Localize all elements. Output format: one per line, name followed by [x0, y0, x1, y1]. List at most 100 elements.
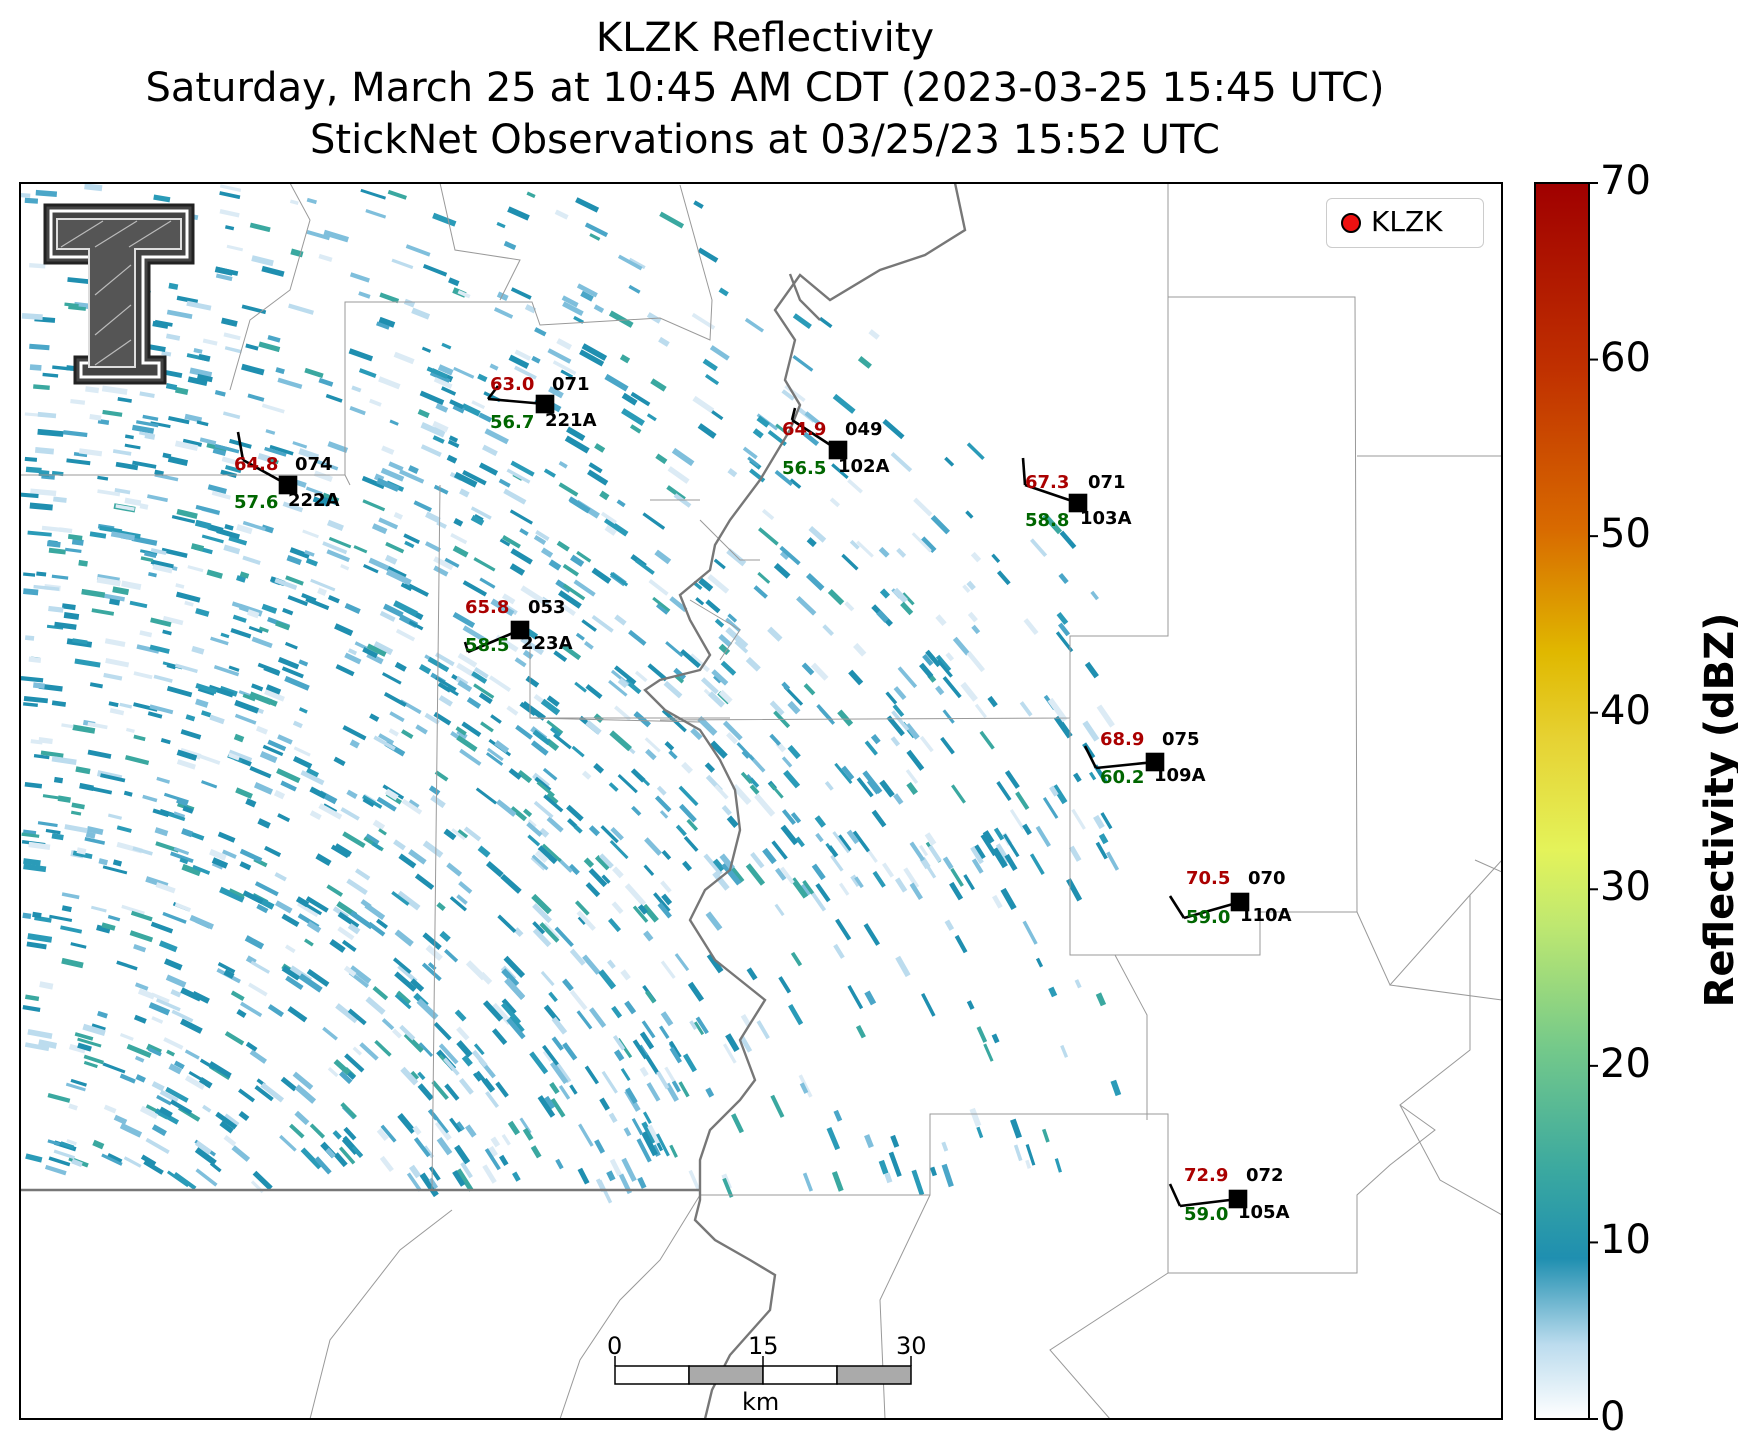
reflectivity-streak [378, 828, 387, 836]
reflectivity-streak [264, 446, 287, 457]
reflectivity-streak [497, 914, 517, 933]
reflectivity-streak [490, 598, 515, 617]
reflectivity-streak [51, 700, 67, 707]
reflectivity-streak [705, 1087, 715, 1098]
reflectivity-streak [507, 1120, 521, 1136]
station-109a-barb [1083, 745, 1165, 772]
reflectivity-streak [808, 526, 827, 543]
reflectivity-streak [781, 681, 791, 691]
reflectivity-streak [536, 780, 555, 798]
reflectivity-streak [477, 845, 491, 858]
reflectivity-streak [382, 672, 402, 685]
reflectivity-streak [1048, 986, 1058, 998]
reflectivity-streak [647, 663, 668, 682]
reflectivity-streak [940, 736, 955, 755]
reflectivity-streak [187, 376, 208, 387]
reflectivity-streak [61, 905, 72, 913]
reflectivity-streak [326, 549, 350, 563]
reflectivity-streak [107, 1153, 123, 1163]
reflectivity-streak [1010, 1118, 1022, 1139]
reflectivity-streak [500, 873, 522, 894]
reflectivity-streak [148, 571, 157, 578]
reflectivity-streak [462, 470, 487, 486]
reflectivity-streak [646, 413, 657, 422]
reflectivity-streak [322, 492, 340, 503]
reflectivity-streak [389, 711, 405, 723]
reflectivity-streak [731, 1113, 744, 1134]
reflectivity-streak [206, 569, 223, 579]
reflectivity-streak [294, 1084, 317, 1104]
reflectivity-streak [1013, 1144, 1023, 1162]
reflectivity-streak [533, 534, 547, 545]
reflectivity-streak [404, 540, 415, 549]
reflectivity-streak [810, 662, 829, 681]
reflectivity-streak [149, 644, 170, 654]
reflectivity-streak [707, 574, 730, 594]
reflectivity-streak [214, 266, 234, 276]
reflectivity-streak [71, 802, 85, 810]
colorbar-tick-60: 60 [1600, 335, 1651, 381]
reflectivity-streak [381, 1018, 395, 1031]
reflectivity-streak [340, 564, 350, 571]
reflectivity-streak [305, 486, 323, 496]
reflectivity-streak [756, 1020, 770, 1040]
reflectivity-streak [223, 332, 241, 341]
reflectivity-streak [51, 755, 77, 766]
reflectivity-streak [475, 787, 498, 805]
reflectivity-streak [864, 740, 878, 756]
reflectivity-streak [139, 431, 151, 437]
reflectivity-streak [604, 373, 629, 392]
reflectivity-streak [446, 686, 459, 697]
reflectivity-streak [966, 580, 976, 591]
reflectivity-streak [619, 354, 631, 364]
reflectivity-streak [436, 1136, 453, 1156]
reflectivity-streak [665, 641, 684, 658]
reflectivity-streak [166, 1049, 175, 1057]
reflectivity-streak [349, 739, 360, 749]
reflectivity-streak [150, 547, 167, 556]
reflectivity-streak [1042, 513, 1063, 535]
reflectivity-streak [725, 626, 749, 649]
reflectivity-streak [388, 461, 404, 472]
colorbar-label: Reflectivity (dBZ) [1697, 612, 1738, 1008]
reflectivity-streak [343, 965, 357, 977]
reflectivity-streak [655, 1133, 670, 1157]
reflectivity-streak [369, 713, 380, 722]
reflectivity-streak [631, 805, 642, 817]
reflectivity-streak [393, 351, 415, 365]
reflectivity-streak [695, 1016, 709, 1035]
klzk-marker-icon [1341, 213, 1361, 233]
reflectivity-streak [415, 724, 428, 735]
reflectivity-streak [297, 902, 319, 918]
reflectivity-streak [85, 386, 100, 394]
reflectivity-streak [340, 807, 360, 821]
reflectivity-streak [239, 571, 250, 579]
reflectivity-streak [410, 978, 425, 992]
reflectivity-streak [600, 511, 617, 525]
reflectivity-streak [509, 1015, 525, 1033]
reflectivity-streak [580, 290, 594, 302]
reflectivity-streak [460, 1161, 473, 1179]
reflectivity-streak [581, 343, 608, 361]
reflectivity-streak [656, 1070, 670, 1090]
reflectivity-streak [952, 636, 970, 656]
reflectivity-streak [450, 532, 468, 545]
colorbar-tick-20: 20 [1600, 1041, 1651, 1087]
reflectivity-streak [666, 713, 687, 733]
reflectivity-streak [542, 767, 558, 781]
reflectivity-streak [170, 989, 182, 998]
reflectivity-streak [549, 1082, 560, 1095]
reflectivity-streak [485, 1091, 500, 1108]
reflectivity-streak [614, 614, 627, 626]
reflectivity-streak [277, 656, 300, 670]
reflectivity-streak [379, 1155, 394, 1173]
reflectivity-streak [385, 541, 405, 554]
reflectivity-streak [242, 693, 256, 702]
reflectivity-streak [176, 295, 199, 304]
reflectivity-streak [96, 924, 111, 934]
reflectivity-streak [594, 1139, 606, 1154]
reflectivity-streak [611, 901, 624, 914]
reflectivity-streak [963, 874, 975, 891]
reflectivity-streak [919, 844, 929, 857]
reflectivity-streak [87, 721, 108, 730]
